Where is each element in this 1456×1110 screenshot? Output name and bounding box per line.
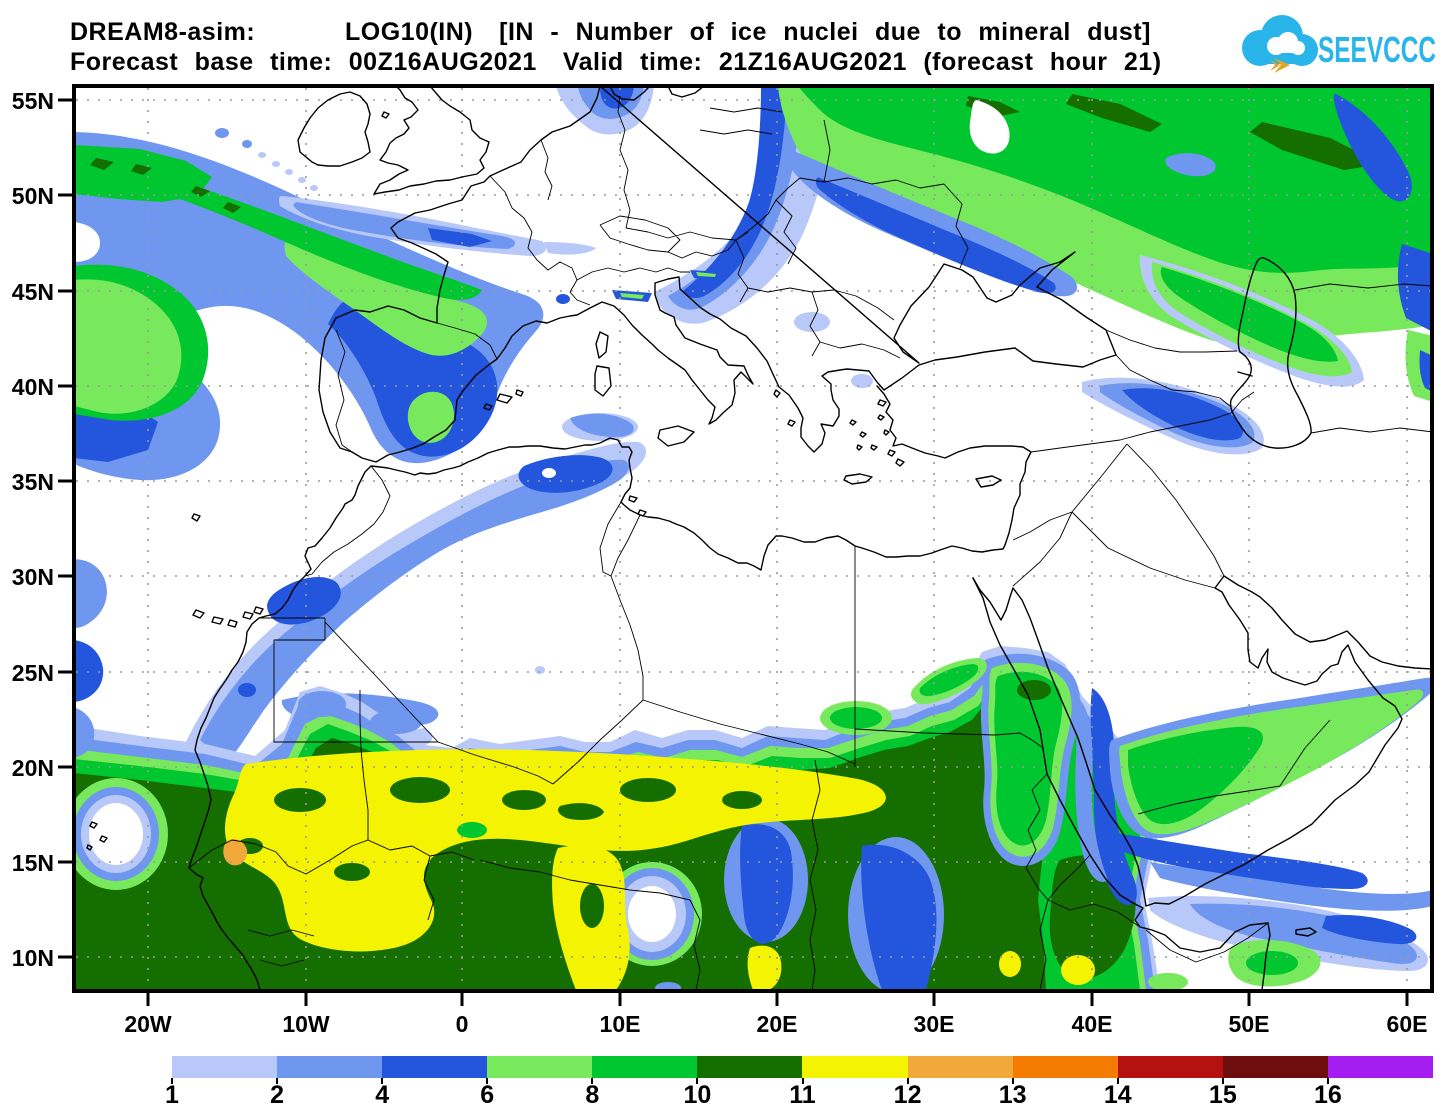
lat-tick-label: 55N: [12, 88, 54, 114]
colorbar-tick: [1221, 1078, 1224, 1084]
lat-tick-label: 50N: [12, 183, 54, 209]
colorbar-segment: [1222, 1056, 1328, 1078]
colorbar-tick: [276, 1078, 279, 1084]
lat-tick-label: 45N: [12, 279, 54, 305]
forecast-hour: (forecast hour 21): [923, 48, 1162, 76]
colorbar-segment: [277, 1056, 383, 1078]
colorbar-value-label: 2: [270, 1081, 285, 1109]
base-time-value: 00Z16AUG2021: [348, 48, 537, 76]
colorbar-tick: [171, 1078, 173, 1084]
colorbar-tick: [1116, 1078, 1119, 1084]
variable-description: [IN - Number of ice nuclei due to minera…: [499, 18, 1151, 46]
lon-tick-label: 20E: [757, 1011, 798, 1037]
colorbar-value-label: 14: [1103, 1081, 1132, 1109]
colorbar-segment: [172, 1056, 278, 1078]
colorbar-segment: [382, 1056, 488, 1078]
valid-time-value: 21Z16AUG2021: [718, 48, 907, 76]
lon-tick-label: 10W: [282, 1011, 330, 1037]
colorbar-tick: [906, 1078, 909, 1084]
colorbar-tick: [1011, 1078, 1014, 1084]
cloud-lightning-icon: [1242, 15, 1318, 73]
colorbar-segment: [1327, 1056, 1433, 1078]
colorbar-tick: [591, 1078, 594, 1084]
header: DREAM8-asim: LOG10(IN) [IN - Number of ic…: [0, 0, 1456, 84]
lat-tick-label: 30N: [12, 564, 54, 590]
colorbar-value-label: 10: [683, 1081, 712, 1109]
colorbar-tick: [801, 1078, 804, 1084]
lon-tick-label: 20W: [124, 1011, 172, 1037]
colorbar-segment: [592, 1056, 698, 1078]
colorbar-segment: [487, 1056, 593, 1078]
axis-labels: 55N 50N 45N 40N 35N 30N 25N 20N 15N 10N 20W 10W 0 10E…: [12, 88, 1428, 1037]
coastlines: [86, 87, 1431, 990]
colorbar-tick: [1326, 1078, 1329, 1084]
colorbar-value-label: 4: [375, 1081, 390, 1109]
lat-tick-label: 15N: [12, 850, 54, 876]
colorbar-value-label: 16: [1314, 1081, 1342, 1109]
lon-tick-label: 60E: [1387, 1011, 1428, 1037]
title-line: LOG10(IN) [IN - Number of ice nuclei due …: [345, 18, 1151, 47]
forecast-map: 55N 50N 45N 40N 35N 30N 25N 20N 15N 10N 20W 10W 0 10E…: [12, 84, 1434, 1037]
lat-tick-label: 10N: [12, 945, 54, 971]
logo-text: SEEVCCC: [1318, 29, 1436, 70]
base-time-label: Forecast base time:: [70, 48, 333, 76]
colorbar-segment: [802, 1056, 908, 1078]
lon-tick-label: 40E: [1072, 1011, 1113, 1037]
map-frame: [72, 84, 1434, 993]
colorbar-value-label: 11: [789, 1081, 816, 1109]
colorbar-value-label: 8: [585, 1081, 600, 1109]
lat-tick-label: 25N: [12, 660, 54, 686]
colorbar-value-label: 12: [893, 1081, 922, 1109]
colorbar-segment: [907, 1056, 1013, 1078]
lon-tick-label: 10E: [600, 1011, 641, 1037]
colorbar-value-label: 6: [480, 1081, 495, 1109]
model-name: DREAM8-asim:: [70, 18, 256, 46]
colorbar-segment: [697, 1056, 803, 1078]
colorbar-tick: [381, 1078, 384, 1084]
variable-name: LOG10(IN): [345, 18, 474, 46]
colorbar-value-label: 15: [1208, 1081, 1237, 1109]
lat-tick-label: 35N: [12, 469, 54, 495]
colorbar-track: [172, 1056, 1433, 1078]
colorbar-value-label: 13: [998, 1081, 1027, 1109]
colorbar-segment: [1117, 1056, 1223, 1078]
lon-tick-label: 50E: [1229, 1011, 1270, 1037]
seevccc-logo: SEEVCCC: [1242, 15, 1436, 73]
lat-tick-label: 20N: [12, 755, 54, 781]
colorbar-legend: 1 2 4 6 8 10 11 12 13 14 15 16: [0, 1048, 1456, 1110]
valid-time-label: Valid time:: [562, 48, 703, 76]
colorbar-tick: [486, 1078, 489, 1084]
colorbar-segment: [1012, 1056, 1118, 1078]
dust-concentration-field: [75, 87, 1431, 990]
lon-tick-label: 0: [456, 1011, 469, 1037]
lon-tick-label: 30E: [914, 1011, 955, 1037]
time-line: Forecast base time: 00Z16AUG2021 Valid ti…: [70, 48, 1162, 77]
colorbar-tick: [696, 1078, 699, 1084]
colorbar-value-label: 1: [165, 1081, 179, 1109]
lat-tick-label: 40N: [12, 374, 54, 400]
